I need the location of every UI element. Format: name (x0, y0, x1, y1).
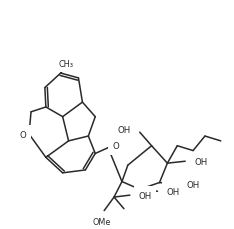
Text: O: O (112, 142, 119, 150)
Text: OH: OH (139, 191, 152, 200)
Text: O: O (20, 130, 26, 139)
Text: OH: OH (166, 187, 180, 196)
Text: CH₃: CH₃ (59, 60, 74, 68)
Text: OH: OH (117, 125, 131, 134)
Text: OMe: OMe (93, 218, 111, 226)
Text: OH: OH (186, 180, 199, 189)
Text: OH: OH (194, 157, 207, 166)
